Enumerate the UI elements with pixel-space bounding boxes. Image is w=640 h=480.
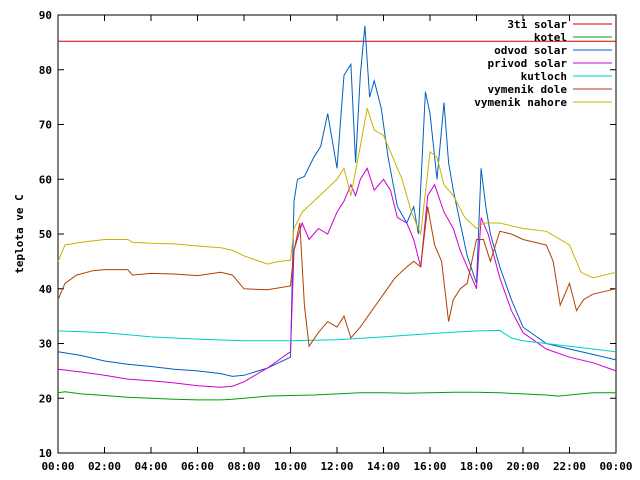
legend-label: kotel — [534, 31, 567, 44]
legend-label: vymenik nahore — [474, 96, 567, 109]
x-tick-label: 02:00 — [88, 460, 121, 473]
y-axis: 10 20 30 40 50 60 70 80 90 — [39, 9, 616, 460]
y-tick-label: 90 — [39, 9, 52, 22]
x-tick-label: 06:00 — [181, 460, 214, 473]
series-layer — [57, 25, 617, 401]
x-tick-label: 16:00 — [413, 460, 446, 473]
series-line-vymenik-dole — [57, 206, 617, 348]
legend-label: privod solar — [488, 57, 568, 70]
x-tick-label: 10:00 — [274, 460, 307, 473]
y-tick-label: 70 — [39, 119, 52, 132]
x-tick-label: 00:00 — [599, 460, 632, 473]
series-line-vymenik-nahore — [57, 107, 617, 279]
legend-label: kutloch — [521, 70, 567, 83]
x-axis: 00:00 02:00 04:00 06:00 08:00 10:00 12:00 14:00… — [41, 15, 633, 473]
y-tick-label: 60 — [39, 173, 52, 186]
legend-label: 3ti solar — [507, 18, 567, 31]
x-tick-label: 12:00 — [320, 460, 353, 473]
x-tick-label: 14:00 — [367, 460, 400, 473]
x-tick-label: 04:00 — [134, 460, 167, 473]
y-tick-label: 20 — [39, 392, 52, 405]
legend-label: vymenik dole — [488, 83, 568, 96]
x-tick-label: 08:00 — [227, 460, 260, 473]
series-line-kutloch — [57, 329, 617, 353]
series-line-kotel — [57, 391, 616, 401]
y-tick-label: 10 — [39, 447, 52, 460]
series-line-odvod-solar — [57, 25, 617, 377]
x-tick-label: 20:00 — [506, 460, 539, 473]
x-tick-label: 00:00 — [41, 460, 74, 473]
x-tick-label: 18:00 — [460, 460, 493, 473]
y-tick-label: 80 — [39, 64, 52, 77]
y-axis-label: teplota ve C — [13, 194, 26, 273]
x-tick-label: 22:00 — [553, 460, 586, 473]
y-tick-label: 30 — [39, 338, 52, 351]
y-tick-label: 50 — [39, 228, 52, 241]
y-tick-label: 40 — [39, 283, 52, 296]
series-line-privod-solar — [57, 167, 617, 388]
legend-label: odvod solar — [494, 44, 567, 57]
